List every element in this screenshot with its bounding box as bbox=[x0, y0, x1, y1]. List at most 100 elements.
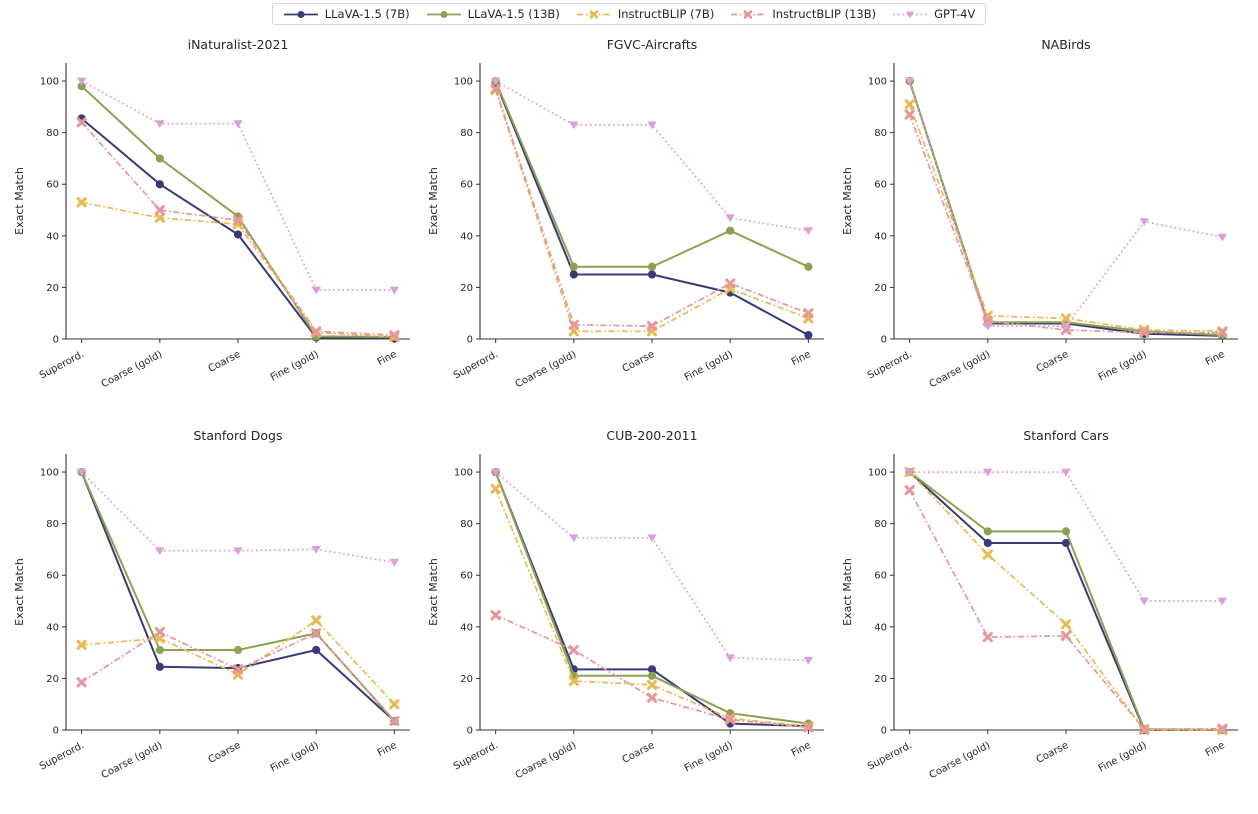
data-point-marker bbox=[804, 331, 813, 340]
data-point-marker bbox=[568, 644, 579, 655]
y-axis-label: Exact Match bbox=[841, 558, 854, 626]
series-line bbox=[908, 489, 1223, 730]
data-point-marker bbox=[155, 120, 165, 129]
data-point-marker bbox=[983, 538, 992, 547]
legend-label: LLaVA-1.5 (7B) bbox=[324, 7, 410, 21]
x-tick-label: Coarse (gold) bbox=[928, 349, 993, 390]
data-point-marker bbox=[440, 10, 448, 18]
y-tick-label: 0 bbox=[881, 725, 887, 736]
data-point-marker bbox=[76, 468, 87, 477]
series-line bbox=[494, 488, 809, 727]
data-point-marker bbox=[726, 226, 735, 236]
legend: LLaVA-1.5 (7B) LLaVA-1.5 (13B) InstructB… bbox=[271, 3, 987, 25]
data-point-marker bbox=[233, 547, 243, 555]
data-point-marker bbox=[233, 120, 243, 129]
y-axis-label: Exact Match bbox=[13, 558, 26, 626]
series-line bbox=[495, 80, 809, 232]
data-point-marker bbox=[803, 308, 814, 319]
chart-panel-fgvc-aircrafts: FGVC-Aircrafts Exact Match 0 20 40 60 80 100 Sup… bbox=[422, 27, 836, 418]
chart-title: iNaturalist-2021 bbox=[188, 37, 289, 52]
y-axis-label: Exact Match bbox=[13, 167, 26, 235]
x-tick-label: Coarse (gold) bbox=[514, 349, 579, 390]
chart-title: NABirds bbox=[1041, 37, 1090, 52]
y-tick-label: 20 bbox=[460, 283, 473, 294]
x-tick-label: Coarse (gold) bbox=[928, 740, 993, 781]
data-point-marker bbox=[1139, 723, 1150, 735]
series-line bbox=[494, 82, 809, 337]
y-tick-label: 100 bbox=[40, 467, 59, 478]
chart-panel-cub-200-2011: CUB-200-2011 Exact Match 0 20 40 60 80 100 Super… bbox=[422, 418, 836, 809]
data-point-marker bbox=[154, 212, 165, 224]
data-point-marker bbox=[155, 154, 164, 163]
x-tick-label: Superord. bbox=[38, 349, 86, 382]
chart-title: FGVC-Aircrafts bbox=[607, 37, 698, 52]
y-tick-label: 60 bbox=[46, 570, 59, 581]
x-tick-label: Coarse bbox=[1035, 349, 1071, 375]
y-tick-label: 20 bbox=[46, 674, 59, 685]
y-tick-label: 20 bbox=[874, 674, 887, 685]
y-tick-label: 80 bbox=[46, 128, 59, 139]
series-line bbox=[494, 80, 809, 269]
data-point-marker bbox=[311, 627, 322, 639]
x-tick-label: Coarse (gold) bbox=[100, 740, 165, 781]
data-point-marker bbox=[568, 675, 579, 686]
y-tick-label: 80 bbox=[874, 519, 887, 530]
y-tick-label: 0 bbox=[53, 335, 59, 346]
y-tick-label: 80 bbox=[46, 519, 59, 530]
series-line bbox=[494, 471, 809, 727]
data-point-marker bbox=[1139, 218, 1149, 227]
series-line bbox=[81, 619, 396, 705]
data-point-marker bbox=[982, 631, 993, 642]
data-point-marker bbox=[389, 330, 400, 341]
x-tick-label: Fine bbox=[376, 740, 399, 759]
data-point-marker bbox=[983, 527, 992, 536]
chart-title: Stanford Cars bbox=[1023, 428, 1108, 443]
data-point-marker bbox=[804, 262, 813, 272]
data-point-marker bbox=[311, 286, 321, 295]
data-point-marker bbox=[1061, 322, 1071, 331]
series-line bbox=[80, 471, 396, 722]
legend-label: InstructBLIP (7B) bbox=[617, 7, 715, 21]
y-tick-label: 0 bbox=[467, 335, 473, 346]
x-tick-label: Coarse bbox=[1035, 740, 1071, 766]
y-tick-label: 80 bbox=[460, 519, 473, 530]
line-circle-marker-icon bbox=[426, 10, 461, 18]
data-point-marker bbox=[1061, 527, 1071, 536]
data-point-marker bbox=[1217, 327, 1228, 338]
data-point-marker bbox=[647, 671, 657, 680]
data-point-marker bbox=[76, 117, 87, 128]
y-tick-label: 40 bbox=[460, 232, 473, 243]
x-tick-label: Coarse (gold) bbox=[514, 740, 579, 781]
x-tick-label: Superord. bbox=[866, 740, 914, 773]
y-tick-label: 0 bbox=[467, 725, 473, 736]
data-point-marker bbox=[1139, 327, 1150, 338]
legend-item-instructblip-7b: InstructBLIP (7B) bbox=[576, 7, 715, 21]
legend-label: GPT-4V bbox=[934, 7, 976, 21]
data-point-marker bbox=[155, 547, 165, 555]
x-tick-label: Coarse bbox=[207, 740, 243, 766]
dotted-triangle-marker-icon bbox=[893, 11, 928, 18]
chart-canvas: FGVC-Aircrafts Exact Match 0 20 40 60 80 100 Sup… bbox=[427, 37, 824, 390]
data-point-marker bbox=[725, 714, 736, 725]
data-point-marker bbox=[76, 639, 87, 650]
data-point-marker bbox=[646, 692, 658, 703]
data-point-marker bbox=[569, 121, 579, 130]
data-point-marker bbox=[77, 82, 86, 91]
series-line bbox=[908, 81, 1223, 328]
y-tick-label: 20 bbox=[874, 283, 887, 294]
series-line bbox=[908, 104, 1223, 333]
data-point-marker bbox=[647, 121, 657, 130]
x-tick-label: Fine bbox=[790, 349, 813, 368]
data-point-marker bbox=[490, 483, 501, 494]
data-point-marker bbox=[155, 645, 164, 654]
data-point-marker bbox=[725, 278, 736, 289]
data-point-marker bbox=[568, 319, 579, 331]
data-point-marker bbox=[233, 645, 243, 654]
data-point-marker bbox=[647, 270, 657, 279]
x-tick-label: Superord. bbox=[866, 349, 914, 382]
data-point-marker bbox=[154, 626, 165, 637]
x-tick-label: Fine (gold) bbox=[1097, 740, 1149, 775]
legend-item-llava-7b: LLaVA-1.5 (7B) bbox=[283, 7, 410, 21]
data-point-marker bbox=[725, 654, 735, 662]
